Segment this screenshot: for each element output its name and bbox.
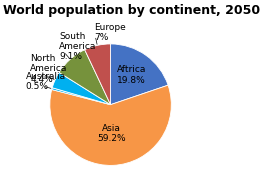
Text: Asia
59.2%: Asia 59.2%: [97, 124, 126, 143]
Wedge shape: [52, 88, 111, 105]
Wedge shape: [50, 85, 171, 165]
Text: Aftrica
19.8%: Aftrica 19.8%: [117, 65, 147, 85]
Text: North
America
4.4%: North America 4.4%: [30, 54, 68, 84]
Wedge shape: [52, 72, 111, 105]
Text: South
America
9.1%: South America 9.1%: [59, 32, 96, 62]
Wedge shape: [111, 44, 168, 105]
Wedge shape: [85, 44, 111, 105]
Title: World population by continent, 2050: World population by continent, 2050: [3, 4, 261, 17]
Wedge shape: [59, 50, 111, 105]
Text: Australia
0.5%: Australia 0.5%: [26, 72, 66, 91]
Text: Europe
7%: Europe 7%: [95, 23, 126, 42]
